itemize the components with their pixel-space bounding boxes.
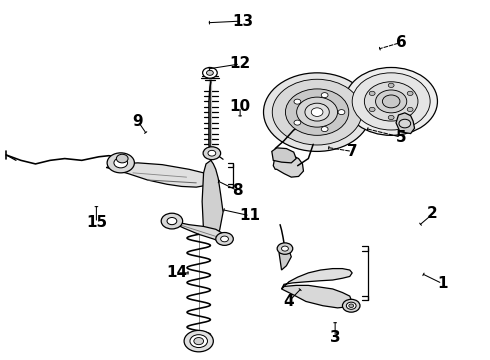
Circle shape	[296, 97, 338, 127]
Circle shape	[264, 73, 371, 152]
Circle shape	[399, 119, 411, 128]
Polygon shape	[167, 219, 225, 243]
Text: 1: 1	[437, 276, 447, 291]
Circle shape	[375, 90, 407, 113]
Text: 12: 12	[229, 57, 251, 71]
Circle shape	[216, 233, 233, 246]
Text: 2: 2	[427, 206, 438, 221]
Text: 4: 4	[284, 294, 294, 309]
Circle shape	[202, 67, 217, 78]
Circle shape	[286, 89, 349, 135]
Polygon shape	[282, 269, 352, 289]
Text: 13: 13	[232, 14, 253, 28]
Circle shape	[311, 108, 323, 116]
Circle shape	[167, 217, 177, 225]
Circle shape	[203, 147, 220, 159]
Text: 7: 7	[347, 144, 358, 159]
Polygon shape	[202, 160, 223, 237]
Circle shape	[321, 127, 328, 132]
Polygon shape	[279, 248, 291, 270]
Circle shape	[277, 243, 293, 254]
Circle shape	[343, 299, 360, 312]
Polygon shape	[282, 285, 352, 308]
Circle shape	[365, 82, 418, 121]
Polygon shape	[106, 163, 213, 187]
Circle shape	[114, 158, 127, 168]
Circle shape	[369, 91, 375, 95]
Circle shape	[161, 213, 183, 229]
Circle shape	[184, 330, 213, 352]
Polygon shape	[273, 153, 303, 177]
Text: 11: 11	[240, 208, 260, 223]
Circle shape	[107, 153, 134, 173]
Circle shape	[206, 70, 213, 75]
Circle shape	[382, 95, 400, 108]
Circle shape	[194, 338, 203, 345]
Text: 14: 14	[166, 265, 187, 280]
Polygon shape	[396, 113, 415, 134]
Circle shape	[294, 99, 301, 104]
Text: 9: 9	[132, 113, 143, 129]
Circle shape	[338, 110, 345, 114]
Circle shape	[116, 154, 128, 163]
Circle shape	[352, 73, 430, 130]
Circle shape	[345, 67, 438, 135]
Text: 6: 6	[395, 35, 406, 50]
Text: 10: 10	[230, 99, 251, 114]
Circle shape	[208, 150, 216, 156]
Circle shape	[294, 120, 301, 125]
Circle shape	[321, 93, 328, 98]
Circle shape	[272, 79, 362, 145]
Text: 15: 15	[86, 215, 107, 230]
Circle shape	[388, 115, 394, 120]
Text: 8: 8	[232, 183, 243, 198]
Circle shape	[346, 302, 356, 309]
Circle shape	[407, 107, 413, 112]
Circle shape	[305, 103, 329, 121]
Circle shape	[369, 107, 375, 112]
Circle shape	[282, 246, 288, 251]
Polygon shape	[272, 148, 296, 163]
Circle shape	[220, 236, 228, 242]
Text: 3: 3	[330, 330, 341, 345]
Circle shape	[190, 335, 207, 347]
Circle shape	[349, 304, 354, 307]
Circle shape	[388, 83, 394, 87]
Circle shape	[407, 91, 413, 95]
Text: 5: 5	[395, 130, 406, 145]
